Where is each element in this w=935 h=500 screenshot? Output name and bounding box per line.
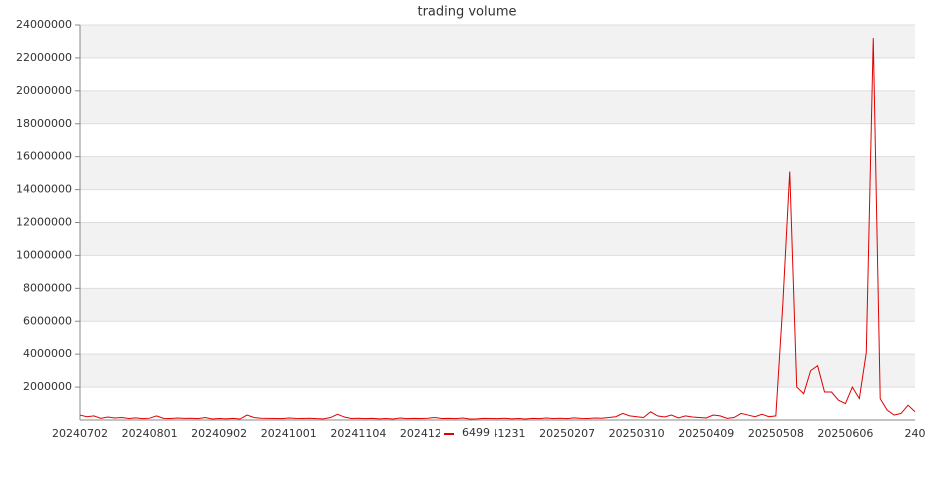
- x-tick-label: 20240902: [191, 427, 247, 440]
- grid-band: [80, 25, 915, 58]
- y-tick-label: 18000000: [16, 117, 72, 130]
- y-tick-label: 6000000: [23, 314, 72, 327]
- legend-bg: [440, 425, 495, 441]
- grid-band: [80, 354, 915, 388]
- y-tick-label: 14000000: [16, 183, 72, 196]
- x-tick-label: 240: [905, 427, 926, 440]
- grid-band: [80, 222, 915, 256]
- legend: 6499: [440, 425, 495, 441]
- x-tick-label: 20240702: [52, 427, 108, 440]
- y-tick-label: 10000000: [16, 248, 72, 261]
- x-tick-label: 20241001: [261, 427, 317, 440]
- x-tick-label: 20250310: [609, 427, 665, 440]
- x-tick-label: 20250409: [678, 427, 734, 440]
- x-tick-label: 20241104: [330, 427, 386, 440]
- data-line: [79, 38, 916, 420]
- y-tick-label: 20000000: [16, 84, 72, 97]
- y-tick-label: 4000000: [23, 347, 72, 360]
- y-tick-label: 2000000: [23, 380, 72, 393]
- chart-title: trading volume: [417, 5, 516, 20]
- legend-label: 6499: [462, 426, 490, 439]
- x-tick-label: 20250508: [748, 427, 804, 440]
- y-tick-label: 16000000: [16, 150, 72, 163]
- y-tick-label: 8000000: [23, 281, 72, 294]
- x-tick-label: 20250606: [817, 427, 873, 440]
- grid-band: [80, 90, 915, 124]
- y-tick-label: 24000000: [16, 18, 72, 31]
- x-tick-label: 20240801: [122, 427, 178, 440]
- grid-band: [80, 288, 915, 322]
- y-tick-label: 12000000: [16, 216, 72, 229]
- y-tick-label: 22000000: [16, 51, 72, 64]
- x-tick-label: 20250207: [539, 427, 595, 440]
- grid-band: [80, 156, 915, 190]
